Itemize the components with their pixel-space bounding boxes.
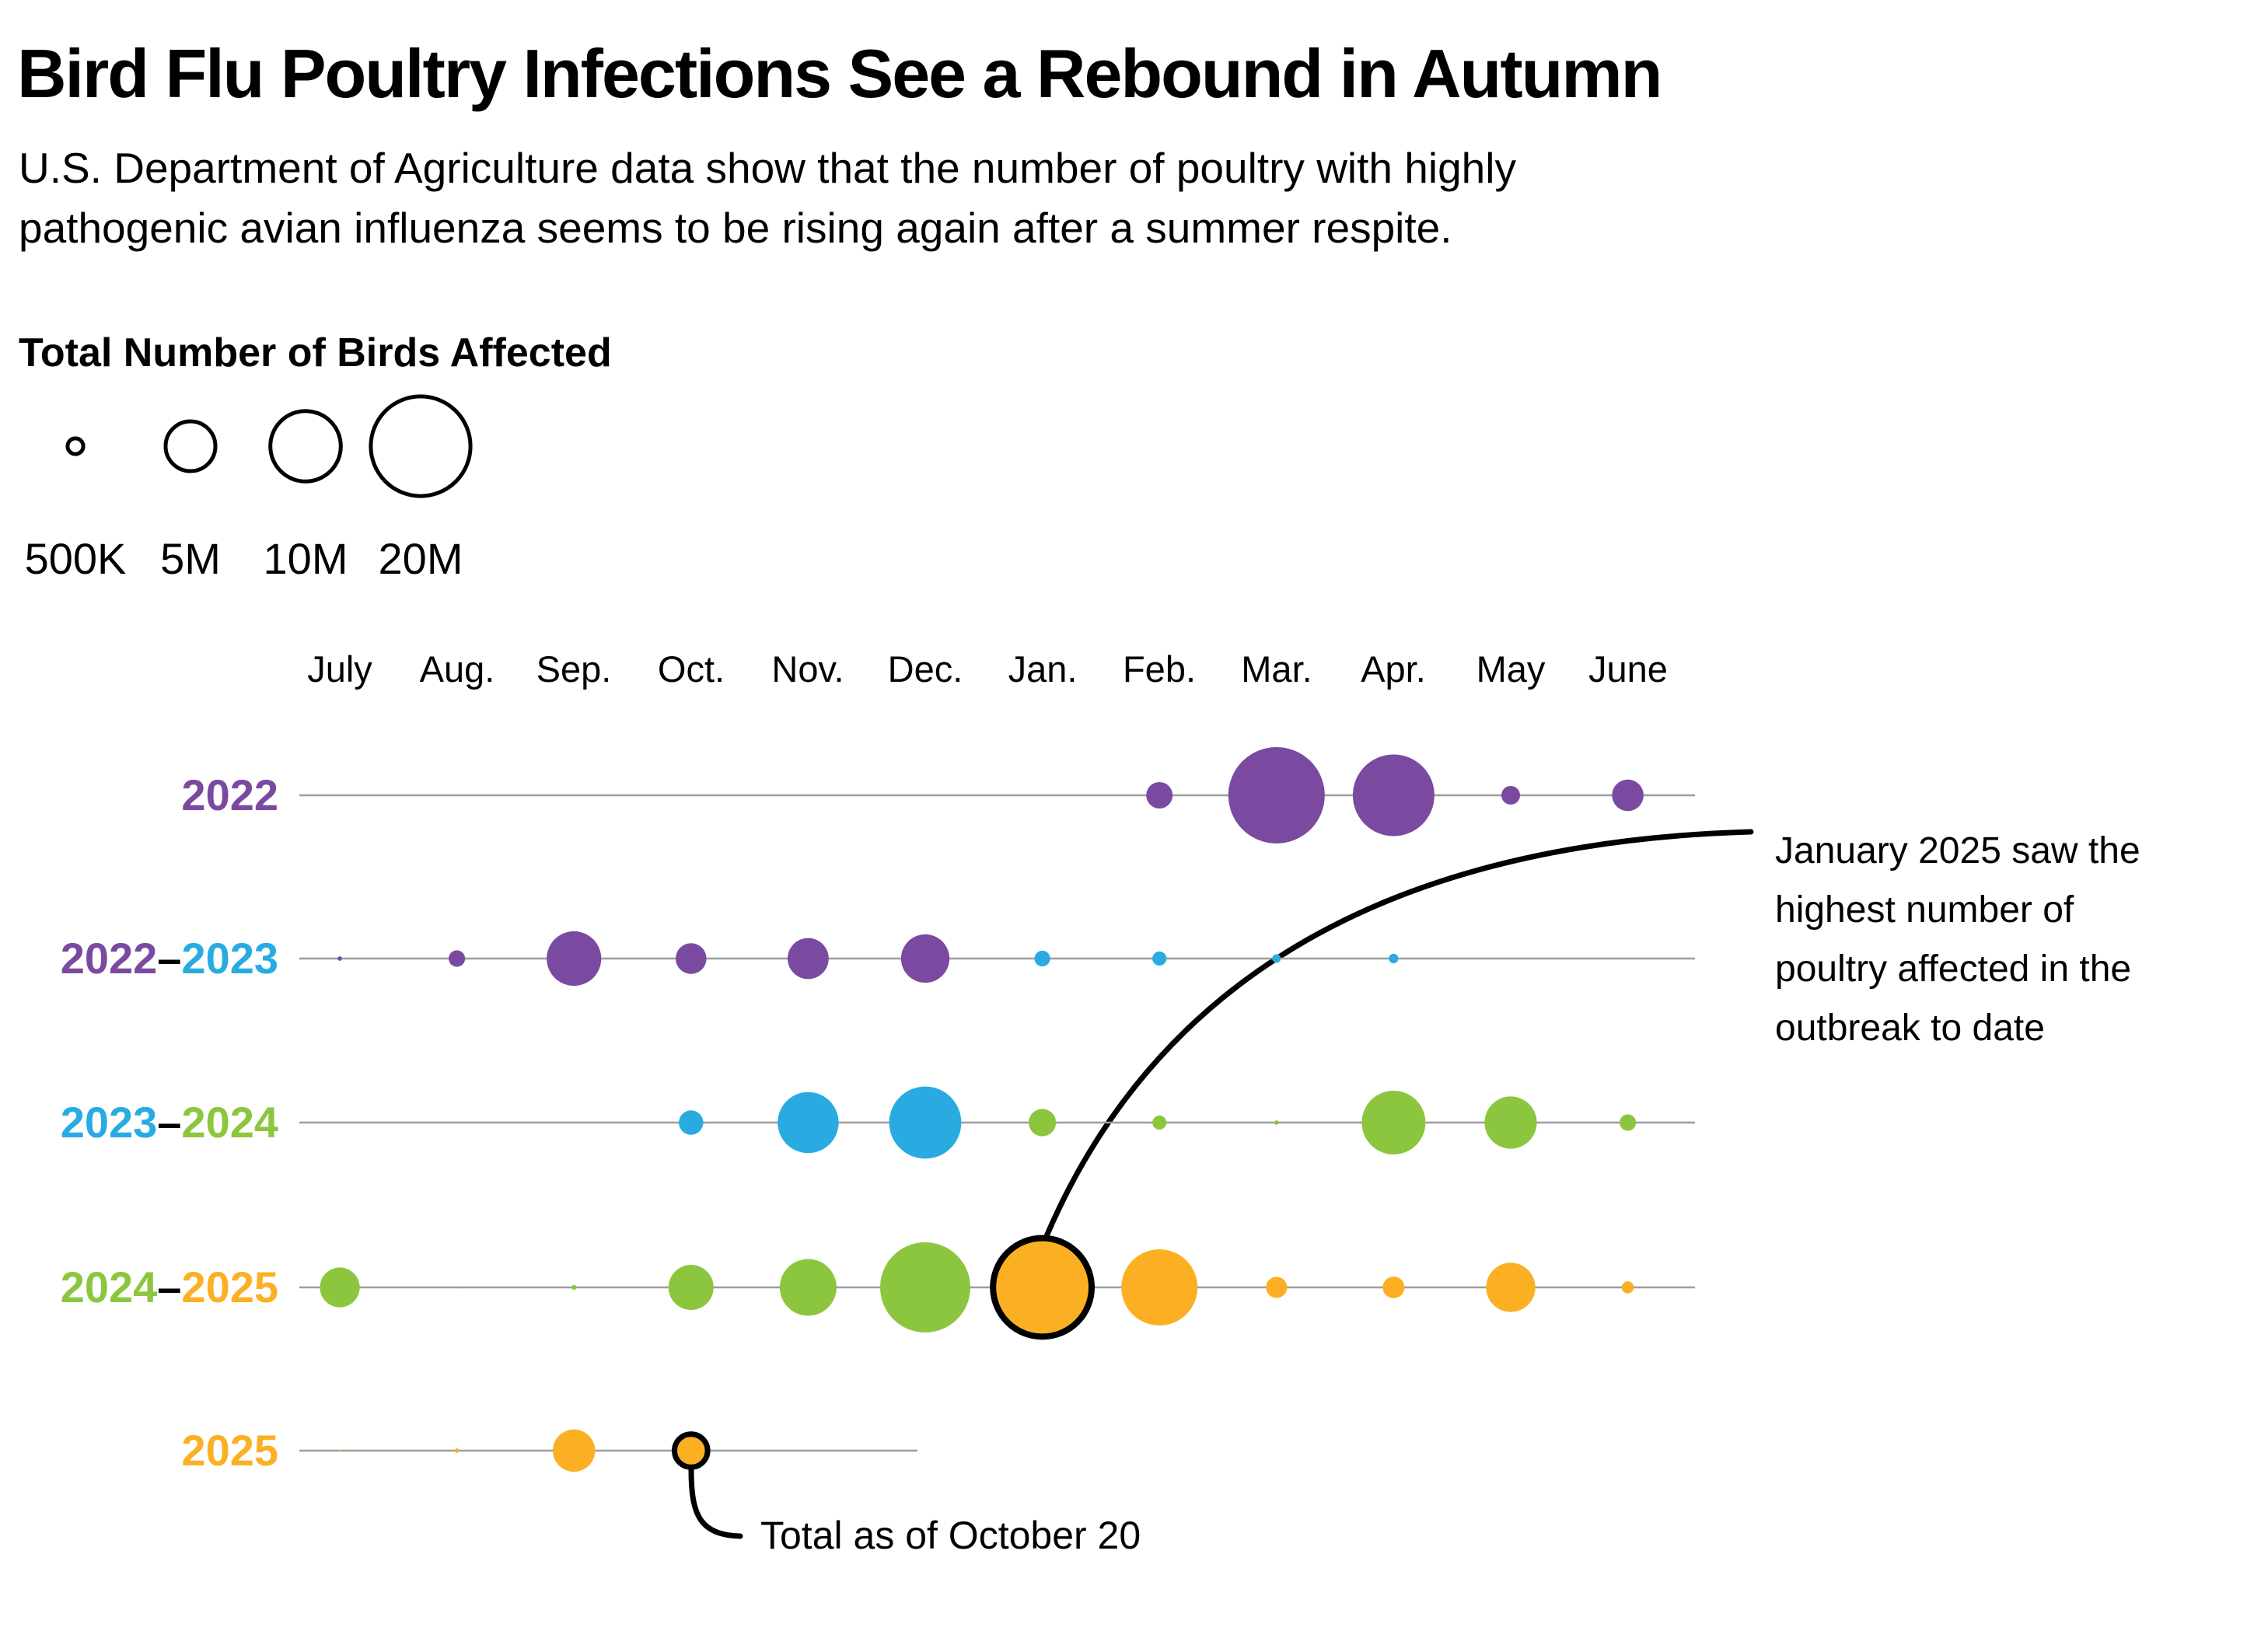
legend-size-circle-5M (163, 419, 218, 473)
bubble-2025-Sep (553, 1429, 596, 1472)
bubble-2022–2023-Apr (1389, 953, 1399, 964)
bubble-2022-May (1501, 786, 1520, 805)
month-label-June: June (1588, 648, 1668, 690)
bubble-2022-Apr (1352, 754, 1435, 836)
month-label-Mar: Mar. (1241, 648, 1312, 690)
bubble-2022–2023-Oct (676, 943, 707, 974)
month-label-Jan: Jan. (1008, 648, 1078, 690)
bubble-2022–2023-Mar (1272, 954, 1281, 963)
jan-2025-callout-leader (1043, 829, 1754, 1239)
bubble-2022-Feb (1146, 782, 1173, 809)
bubble-2023–2024-Apr (1361, 1091, 1426, 1154)
legend-size-label-500K: 500K (25, 534, 127, 583)
bubble-2024–2025-Sep (571, 1284, 577, 1290)
legend-size-label-20M: 20M (379, 534, 463, 583)
month-label-Aug: Aug. (420, 648, 495, 690)
row-label-2023–2024: 2023–2024 (61, 1098, 278, 1147)
bubble-2022-June (1612, 779, 1644, 812)
bubble-2022–2023-July (337, 956, 342, 961)
bubble-2023–2024-Jan (1029, 1109, 1057, 1137)
bubble-2024–2025-Oct (668, 1265, 714, 1310)
bubble-2023–2024-Feb (1152, 1115, 1167, 1130)
bubble-2023–2024-Mar (1274, 1120, 1279, 1125)
bubble-2022–2023-Aug (449, 950, 466, 967)
bubble-2022–2023-Sep (547, 931, 602, 987)
bubble-2023–2024-Oct (679, 1110, 704, 1135)
bubble-2024–2025-July (320, 1267, 360, 1308)
page-subtitle: U.S. Department of Agriculture data show… (19, 138, 1516, 258)
bubble-2024–2025-May (1486, 1263, 1536, 1312)
jan-2025-callout-line-2: highest number of (1775, 889, 2074, 931)
month-label-May: May (1476, 648, 1546, 690)
bubble-2025-Oct (672, 1431, 711, 1470)
row-label-2022: 2022 (181, 770, 278, 819)
oct-2025-callout-leader (688, 1467, 743, 1539)
bubble-2023–2024-Dec (889, 1086, 962, 1159)
row-label-2022–2023: 2022–2023 (61, 934, 278, 983)
bubble-2024–2025-Jan (990, 1235, 1095, 1340)
bubble-2024–2025-Aug (456, 1286, 458, 1289)
bubble-2024–2025-Nov (779, 1259, 837, 1316)
bubble-2022–2023-Dec (900, 934, 950, 983)
bubble-2024–2025-Mar (1266, 1277, 1288, 1298)
month-label-Nov: Nov. (771, 648, 844, 690)
bubble-2024–2025-June (1621, 1281, 1634, 1294)
legend-size-circle-20M (369, 394, 473, 498)
row-label-2025: 2025 (181, 1426, 278, 1475)
jan-2025-callout-line-1: January 2025 saw the (1775, 830, 2140, 871)
subtitle-line-1: U.S. Department of Agriculture data show… (19, 144, 1516, 192)
month-label-Dec: Dec. (888, 648, 963, 690)
legend-size-label-10M: 10M (264, 534, 348, 583)
bubble-2024–2025-Feb (1121, 1249, 1198, 1325)
bubble-2024–2025-Apr (1382, 1277, 1405, 1298)
bubble-2023–2024-May (1484, 1096, 1537, 1149)
month-label-Apr: Apr. (1361, 648, 1426, 690)
page-title: Bird Flu Poultry Infections See a Reboun… (17, 35, 1662, 112)
bubble-2025-July (338, 1449, 341, 1452)
bubble-2022–2023-Nov (788, 938, 829, 980)
bubble-2022–2023-Jan (1034, 950, 1050, 967)
oct-2025-callout-text: Total as of October 20 (760, 1514, 1141, 1557)
bubble-2023–2024-Nov (778, 1091, 839, 1154)
bubble-2022-Mar (1228, 747, 1325, 843)
jan-2025-callout-line-3: poultry affected in the (1775, 948, 2131, 990)
bubble-2022–2023-Feb (1152, 951, 1167, 966)
jan-2025-callout-line-4: outbreak to date (1775, 1008, 2045, 1049)
legend-size-circle-10M (268, 409, 343, 484)
bubble-2025-Aug (454, 1448, 460, 1453)
month-label-Feb: Feb. (1123, 648, 1196, 690)
row-label-2024–2025: 2024–2025 (61, 1263, 278, 1311)
legend-title: Total Number of Birds Affected (19, 330, 612, 375)
subtitle-line-2: pathogenic avian influenza seems to be r… (19, 204, 1452, 252)
month-label-July: July (307, 648, 372, 690)
month-label-Sep: Sep. (536, 648, 612, 690)
bubble-2023–2024-June (1620, 1114, 1637, 1131)
legend-size-circle-500K (65, 436, 86, 456)
month-label-Oct: Oct. (658, 648, 725, 690)
legend-size-label-5M: 5M (160, 534, 221, 583)
bubble-2024–2025-Dec (880, 1242, 970, 1332)
